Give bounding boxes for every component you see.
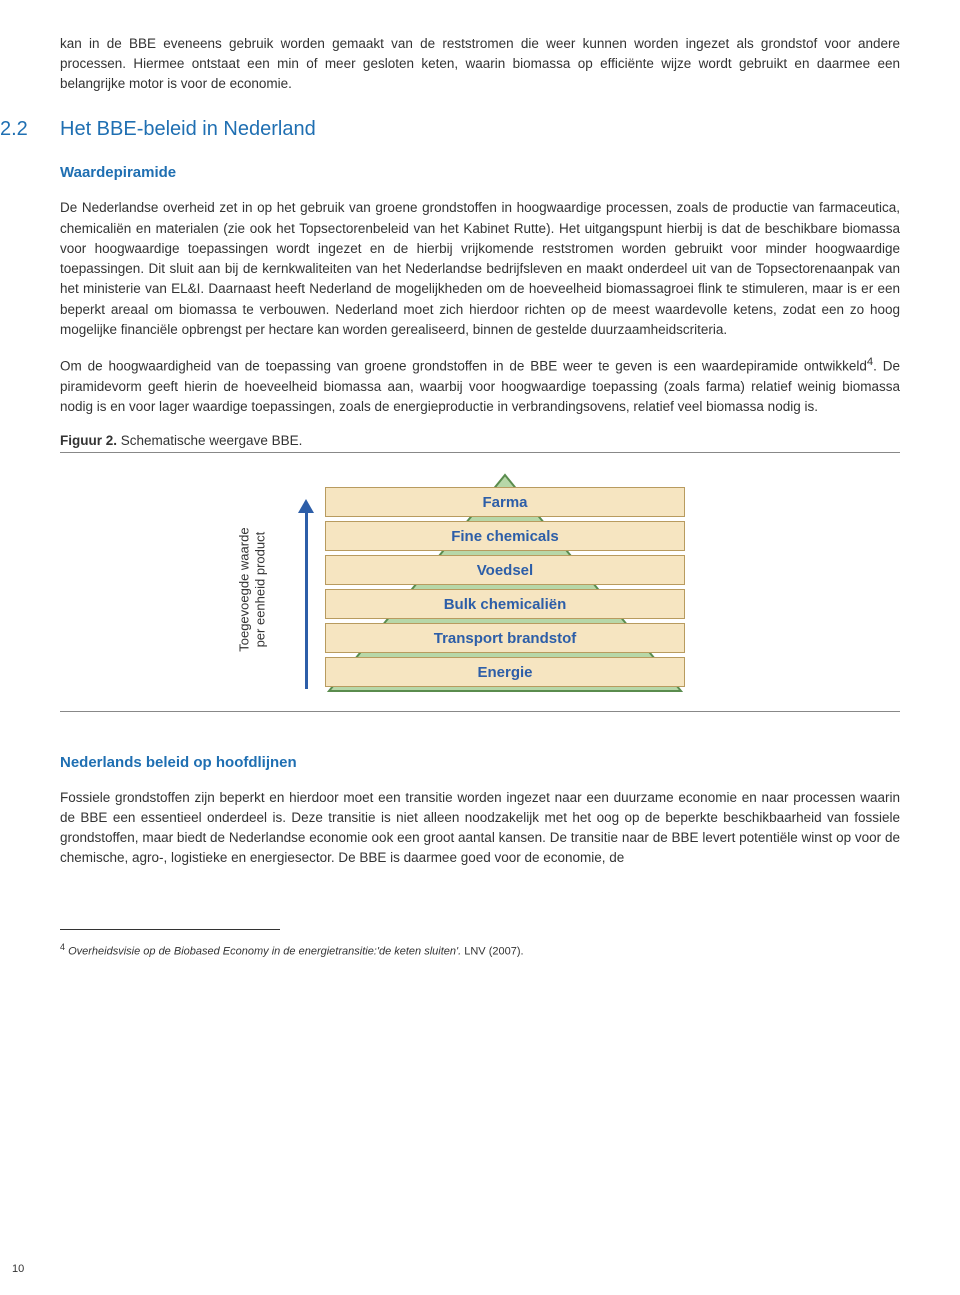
arrow-line [305, 511, 308, 689]
footnote-number: 4 [60, 942, 65, 952]
pyramid-levels: Farma Fine chemicals Voedsel Bulk chemicali… [325, 487, 685, 691]
footnote-italic: Overheidsvisie op de Biobased Economy in… [68, 945, 461, 957]
footnote-rest: LNV (2007). [461, 945, 523, 957]
pyramid-level: Voedsel [325, 555, 685, 585]
figure-caption-rest: Schematische weergave BBE. [117, 433, 302, 448]
intro-paragraph: kan in de BBE eveneens gebruik worden ge… [60, 34, 900, 95]
footnote-4: 4 Overheidsvisie op de Biobased Economy … [60, 941, 900, 960]
pyramid-diagram: Toegevoegde waardeper eenheid product Fa… [270, 467, 690, 697]
figure-caption: Figuur 2. Schematische weergave BBE. [60, 431, 900, 451]
figure-caption-bold: Figuur 2. [60, 433, 117, 448]
pyramid-level: Transport brandstof [325, 623, 685, 653]
page-number: 10 [12, 1261, 24, 1278]
section-title: Het BBE-beleid in Nederland [60, 114, 316, 144]
subheading-nederlands-beleid: Nederlands beleid op hoofdlijnen [60, 752, 900, 775]
pyramid-level: Bulk chemicaliën [325, 589, 685, 619]
pyramid-level: Energie [325, 657, 685, 687]
y-axis-label-group: Toegevoegde waardeper eenheid product [260, 515, 280, 665]
figure-wrap: Toegevoegde waardeper eenheid product Fa… [60, 452, 900, 712]
footnote-rule [60, 929, 280, 930]
paragraph-1: De Nederlandse overheid zet in op het ge… [60, 198, 900, 340]
section-number: 2.2 [0, 114, 60, 144]
y-axis-label: Toegevoegde waardeper eenheid product [237, 527, 268, 651]
paragraph-3: Fossiele grondstoffen zijn beperkt en hi… [60, 788, 900, 869]
paragraph-2: Om de hoogwaardigheid van de toepassing … [60, 354, 900, 417]
y-axis-arrow [298, 499, 314, 689]
subheading-waardepiramide: Waardepiramide [60, 162, 900, 185]
pyramid-level: Farma [325, 487, 685, 517]
section-heading-row: 2.2 Het BBE-beleid in Nederland [60, 114, 900, 144]
paragraph-2a: Om de hoogwaardigheid van de toepassing … [60, 359, 867, 374]
pyramid-level: Fine chemicals [325, 521, 685, 551]
